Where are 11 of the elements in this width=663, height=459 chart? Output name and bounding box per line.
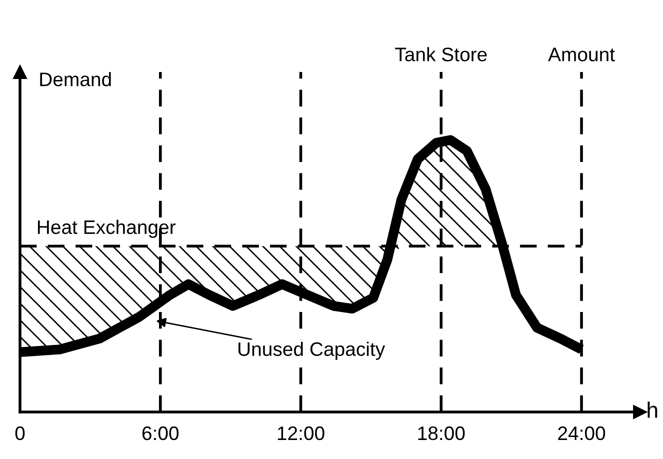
ref-line-label: Heat Exchanger [38,220,176,238]
x-tick-label: 12:00 [278,426,324,440]
x-tick-label: 18:00 [418,426,465,440]
x-axis-title: h [648,402,658,418]
x-tick-label: 24:00 [558,426,606,440]
ref-line-label: Amount [548,48,615,62]
x-tick-label: 6:00 [142,426,179,440]
annotation: Unused Capacity [238,342,386,360]
ref-line-label: Tank Store [395,47,487,62]
y-axis-title: Demand [40,72,111,86]
x-tick-label: 0 [15,426,25,440]
